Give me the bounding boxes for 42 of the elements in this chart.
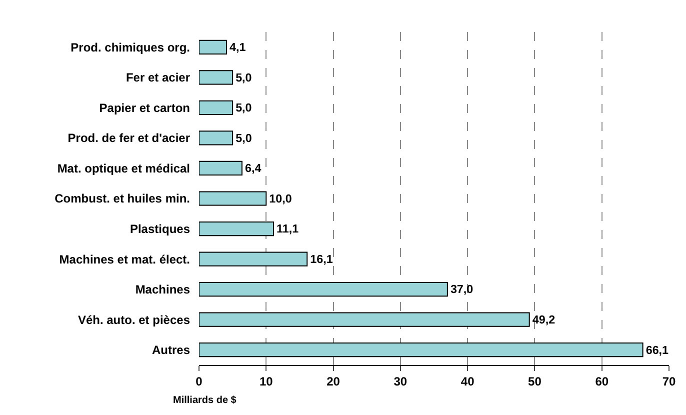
data-label: 49,2 [532,313,556,326]
x-tick-label: 10 [259,374,274,388]
bar [199,191,267,206]
y-tick-label: Machines [135,282,190,297]
bar [199,130,234,146]
y-tick-label: Fer et acier [126,70,190,85]
data-label: 4,1 [230,41,246,54]
x-tick-label: 50 [528,374,542,388]
x-tick-label: 0 [196,374,203,388]
bar [199,342,644,358]
y-tick-label: Autres [152,343,190,358]
y-tick-label: Prod. chimiques org. [70,40,190,54]
bar [199,70,234,85]
bar [199,221,274,236]
data-label: 5,0 [236,132,252,145]
y-tick-label: Véh. auto. et pièces [78,312,190,327]
bar [199,252,308,266]
data-label: 37,0 [450,283,474,296]
bar [199,160,242,176]
bar [199,282,448,297]
data-label: 10,0 [269,192,292,206]
y-tick-label: Combust. et huiles min. [54,192,190,206]
x-tick-label: 30 [394,374,408,388]
data-label: 11,1 [276,222,300,236]
data-label: 66,1 [646,344,670,357]
x-tick-label: 60 [595,374,609,388]
y-tick-label: Mat. optique et médical [57,161,190,176]
x-axis-title: Milliards de $ [173,395,237,406]
data-label: 5,0 [236,71,252,84]
y-tick-label: Prod. de fer et d'acier [68,131,190,146]
data-label: 5,0 [236,102,252,115]
x-tick-label: 20 [326,374,340,388]
bar [199,312,530,327]
x-tick-label: 40 [460,374,475,388]
data-label: 16,1 [310,252,334,266]
x-tick-label: 70 [662,374,676,388]
y-tick-label: Plastiques [130,222,190,236]
bar [199,40,228,54]
y-tick-label: Machines et mat. élect. [59,252,190,266]
bar [199,100,234,115]
y-tick-label: Papier et carton [99,100,190,115]
data-label: 6,4 [244,162,262,176]
